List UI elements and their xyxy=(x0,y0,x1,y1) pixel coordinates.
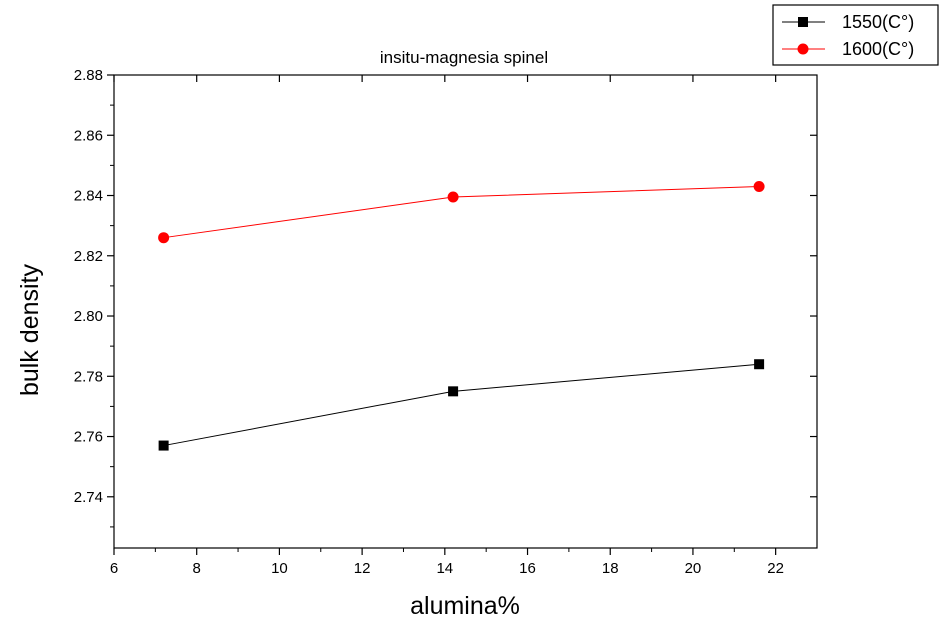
data-point xyxy=(754,359,765,370)
data-point xyxy=(158,440,169,451)
x-tick-label: 10 xyxy=(271,560,288,577)
series-layer xyxy=(158,180,765,451)
legend-label: 1600(C°) xyxy=(842,39,914,59)
series-line-1 xyxy=(163,185,760,239)
legend: 1550(C°) 1600(C°) xyxy=(772,4,939,66)
data-point xyxy=(158,232,170,244)
x-tick-label: 6 xyxy=(110,560,118,577)
y-tick-label: 2.74 xyxy=(74,489,103,506)
x-tick-label: 22 xyxy=(767,560,784,577)
y-tick-label: 2.80 xyxy=(74,308,103,325)
legend-box xyxy=(772,4,939,66)
x-tick-label: 20 xyxy=(685,560,702,577)
data-point xyxy=(448,386,459,397)
data-point xyxy=(447,191,459,203)
x-axis: 6 8 10 12 14 16 18 20 22 xyxy=(110,75,784,577)
y-tick-label: 2.88 xyxy=(74,67,103,84)
x-tick-label: 14 xyxy=(436,560,453,577)
legend-marker xyxy=(797,43,809,55)
x-tick-label: 16 xyxy=(519,560,536,577)
y-tick-label: 2.86 xyxy=(74,127,103,144)
x-tick-label: 12 xyxy=(354,560,371,577)
legend-label: 1550(C°) xyxy=(842,12,914,32)
chart-title: insitu-magnesia spinel xyxy=(380,48,548,67)
x-tick-label: 8 xyxy=(193,560,201,577)
x-tick-label: 18 xyxy=(602,560,619,577)
y-tick-label: 2.78 xyxy=(74,368,103,385)
y-axis: 2.74 2.76 2.78 2.80 2.82 2.84 2.86 2.88 xyxy=(74,67,817,528)
y-axis-title: bulk density xyxy=(16,263,44,396)
plot-frame xyxy=(113,74,818,549)
y-tick-label: 2.82 xyxy=(74,248,103,265)
data-point xyxy=(753,180,765,192)
y-tick-label: 2.84 xyxy=(74,188,103,205)
series-line-0 xyxy=(163,363,760,447)
x-axis-title: alumina% xyxy=(410,592,520,620)
legend-marker xyxy=(798,17,808,27)
y-tick-label: 2.76 xyxy=(74,429,103,446)
